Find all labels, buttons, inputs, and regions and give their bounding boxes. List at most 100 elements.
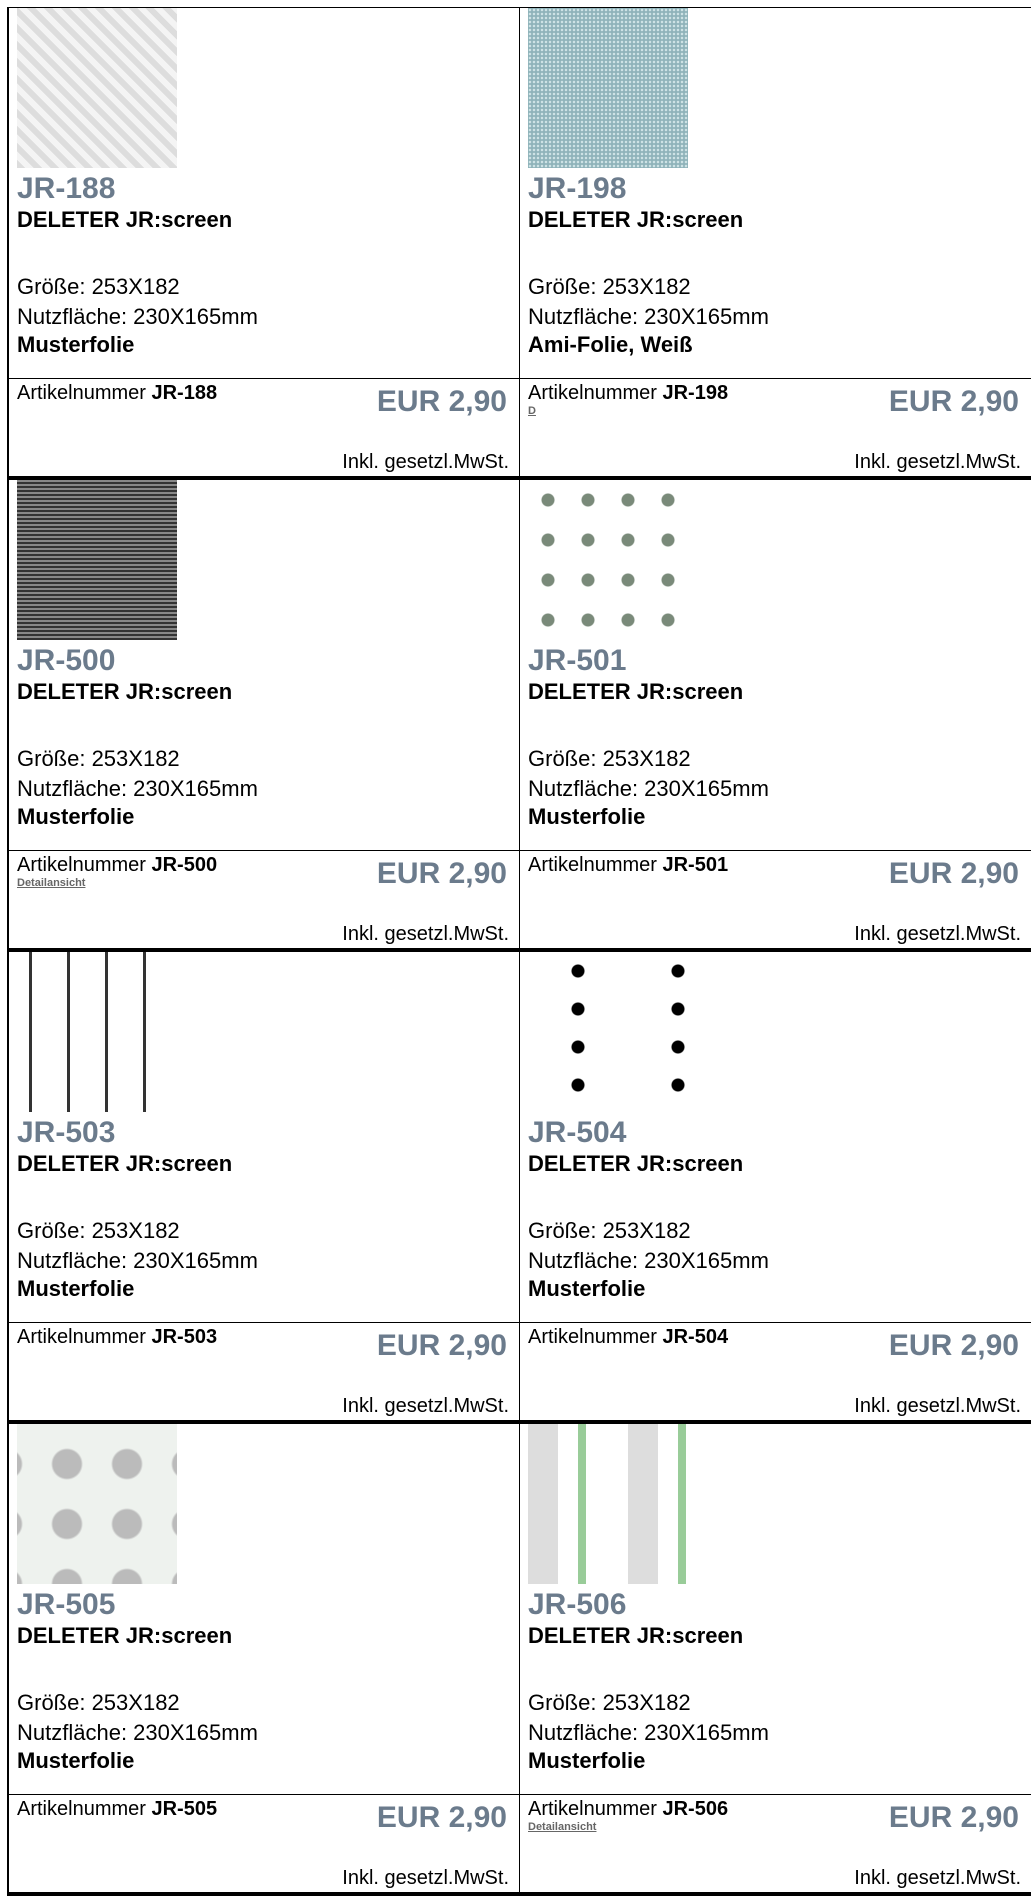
product-image[interactable] — [17, 1424, 177, 1584]
product-code[interactable]: JR-500 — [17, 644, 116, 677]
article-code: JR-506 — [662, 1798, 729, 1820]
price: EUR 2,90 — [376, 857, 507, 890]
product-desc: Musterfolie — [17, 332, 135, 357]
product-name: DELETER JR:screen — [528, 679, 744, 704]
article-label: Artikelnummer — [17, 382, 146, 404]
article-label: Artikelnummer — [17, 1326, 146, 1348]
order-row: Artikelnummer JR-505 EUR 2,90 Inkl. gesetz… — [9, 1794, 519, 1892]
product-desc: Ami-Folie, Weiß — [528, 332, 693, 357]
price: EUR 2,90 — [376, 1329, 507, 1362]
product-image[interactable] — [17, 480, 177, 640]
article-number: Artikelnummer JR-500 — [17, 851, 519, 877]
article-label: Artikelnummer — [17, 854, 146, 876]
product-desc: Musterfolie — [17, 1748, 135, 1773]
order-row: Artikelnummer JR-501 EUR 2,90 Inkl. gesetz… — [520, 850, 1031, 948]
price: EUR 2,90 — [888, 1801, 1019, 1834]
product-image[interactable] — [528, 480, 688, 640]
product-name: DELETER JR:screen — [17, 207, 233, 232]
product-name: DELETER JR:screen — [17, 1151, 233, 1176]
product-size: Größe: 253X182 — [17, 746, 180, 771]
product-size: Größe: 253X182 — [528, 1690, 691, 1715]
price: EUR 2,90 — [376, 1801, 507, 1834]
product-grid: JR-188 DELETER JR:screen Größe: 253X182 Nut… — [7, 7, 1031, 1896]
product-code[interactable]: JR-504 — [528, 1116, 627, 1149]
spacer — [17, 706, 519, 744]
tax-note: Inkl. gesetzl.MwSt. — [854, 1395, 1021, 1417]
article-label: Artikelnummer — [528, 382, 657, 404]
product-info: JR-503 DELETER JR:screen Größe: 253X182 Nut… — [9, 952, 519, 1322]
product-cell: JR-501 DELETER JR:screen Größe: 253X182 Nut… — [520, 480, 1031, 952]
order-row: Artikelnummer JR-500 Detailansicht EUR 2,9… — [9, 850, 519, 948]
spacer — [528, 1178, 1031, 1216]
product-code[interactable]: JR-501 — [528, 644, 627, 677]
product-usable: Nutzfläche: 230X165mm — [528, 1720, 769, 1745]
product-info: JR-501 DELETER JR:screen Größe: 253X182 Nut… — [520, 480, 1031, 850]
article-label: Artikelnummer — [528, 1326, 657, 1348]
article-code: JR-505 — [151, 1798, 218, 1820]
article-code: JR-500 — [151, 854, 218, 876]
spacer — [17, 1650, 519, 1688]
product-info: JR-500 DELETER JR:screen Größe: 253X182 Nut… — [9, 480, 519, 850]
product-code[interactable]: JR-505 — [17, 1588, 116, 1621]
tax-note: Inkl. gesetzl.MwSt. — [854, 923, 1021, 945]
price: EUR 2,90 — [888, 857, 1019, 890]
product-cell: JR-188 DELETER JR:screen Größe: 253X182 Nut… — [9, 8, 520, 480]
product-info: JR-505 DELETER JR:screen Größe: 253X182 Nut… — [9, 1424, 519, 1794]
detail-link[interactable]: Detailansicht — [528, 1821, 597, 1833]
article-number: Artikelnummer JR-505 — [17, 1795, 519, 1821]
spacer — [17, 234, 519, 272]
product-size: Größe: 253X182 — [528, 274, 691, 299]
product-desc: Musterfolie — [528, 1276, 646, 1301]
article-label: Artikelnummer — [528, 1798, 657, 1820]
product-image[interactable] — [17, 952, 177, 1112]
product-info: JR-188 DELETER JR:screen Größe: 253X182 Nut… — [9, 8, 519, 378]
product-info: JR-506 DELETER JR:screen Größe: 253X182 Nut… — [520, 1424, 1031, 1794]
detail-link[interactable]: D — [528, 405, 536, 417]
spacer — [528, 706, 1031, 744]
product-name: DELETER JR:screen — [528, 1151, 744, 1176]
article-code: JR-198 — [662, 382, 729, 404]
product-desc: Musterfolie — [17, 1276, 135, 1301]
product-code[interactable]: JR-198 — [528, 172, 627, 205]
product-code[interactable]: JR-188 — [17, 172, 116, 205]
detail-link[interactable]: Detailansicht — [17, 877, 86, 889]
product-name: DELETER JR:screen — [17, 1623, 233, 1648]
article-number: Artikelnummer JR-504 — [528, 1323, 1031, 1349]
tax-note: Inkl. gesetzl.MwSt. — [342, 1395, 509, 1417]
spacer — [528, 1650, 1031, 1688]
product-code[interactable]: JR-503 — [17, 1116, 116, 1149]
product-image[interactable] — [528, 952, 688, 1112]
product-usable: Nutzfläche: 230X165mm — [17, 304, 258, 329]
article-number: Artikelnummer JR-503 — [17, 1323, 519, 1349]
spacer — [17, 1178, 519, 1216]
product-size: Größe: 253X182 — [17, 274, 180, 299]
product-usable: Nutzfläche: 230X165mm — [17, 1248, 258, 1273]
order-row: Artikelnummer JR-506 Detailansicht EUR 2,9… — [520, 1794, 1031, 1892]
order-row: Artikelnummer JR-504 EUR 2,90 Inkl. gesetz… — [520, 1322, 1031, 1420]
price: EUR 2,90 — [888, 1329, 1019, 1362]
product-image[interactable] — [528, 1424, 688, 1584]
price: EUR 2,90 — [376, 385, 507, 418]
tax-note: Inkl. gesetzl.MwSt. — [854, 451, 1021, 473]
product-usable: Nutzfläche: 230X165mm — [528, 776, 769, 801]
product-usable: Nutzfläche: 230X165mm — [528, 1248, 769, 1273]
article-number: Artikelnummer JR-188 — [17, 379, 519, 405]
article-code: JR-503 — [151, 1326, 218, 1348]
product-info: JR-198 DELETER JR:screen Größe: 253X182 Nut… — [520, 8, 1031, 378]
product-cell: JR-198 DELETER JR:screen Größe: 253X182 Nut… — [520, 8, 1031, 480]
order-row: Artikelnummer JR-503 EUR 2,90 Inkl. gesetz… — [9, 1322, 519, 1420]
order-row: Artikelnummer JR-198 D EUR 2,90 Inkl. geset… — [520, 378, 1031, 476]
product-usable: Nutzfläche: 230X165mm — [17, 1720, 258, 1745]
product-image[interactable] — [528, 8, 688, 168]
product-cell: JR-505 DELETER JR:screen Größe: 253X182 Nut… — [9, 1424, 520, 1896]
product-cell: JR-500 DELETER JR:screen Größe: 253X182 Nut… — [9, 480, 520, 952]
product-name: DELETER JR:screen — [528, 207, 744, 232]
product-image[interactable] — [17, 8, 177, 168]
article-number: Artikelnummer JR-198 — [528, 379, 1031, 405]
product-cell: JR-504 DELETER JR:screen Größe: 253X182 Nut… — [520, 952, 1031, 1424]
product-name: DELETER JR:screen — [528, 1623, 744, 1648]
product-size: Größe: 253X182 — [17, 1690, 180, 1715]
article-number: Artikelnummer JR-501 — [528, 851, 1031, 877]
product-code[interactable]: JR-506 — [528, 1588, 627, 1621]
article-label: Artikelnummer — [17, 1798, 146, 1820]
